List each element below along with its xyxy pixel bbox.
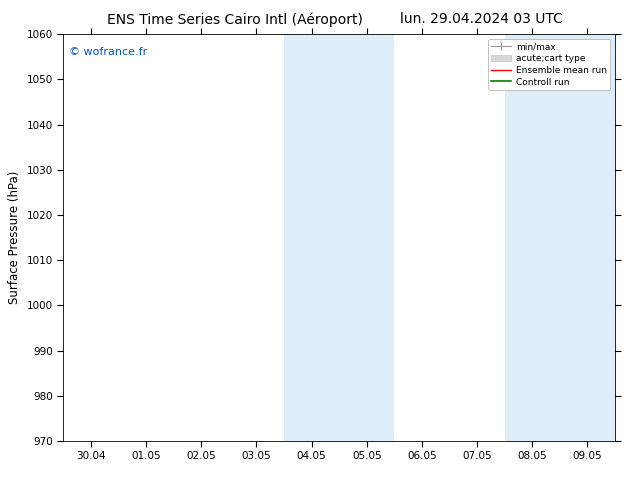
Legend: min/max, acute;cart type, Ensemble mean run, Controll run: min/max, acute;cart type, Ensemble mean … xyxy=(488,39,611,90)
Bar xyxy=(284,34,394,441)
Text: ENS Time Series Cairo Intl (Aéroport): ENS Time Series Cairo Intl (Aéroport) xyxy=(107,12,363,27)
Text: lun. 29.04.2024 03 UTC: lun. 29.04.2024 03 UTC xyxy=(401,12,563,26)
Bar xyxy=(505,34,615,441)
Y-axis label: Surface Pressure (hPa): Surface Pressure (hPa) xyxy=(8,171,21,304)
Text: © wofrance.fr: © wofrance.fr xyxy=(69,47,147,56)
